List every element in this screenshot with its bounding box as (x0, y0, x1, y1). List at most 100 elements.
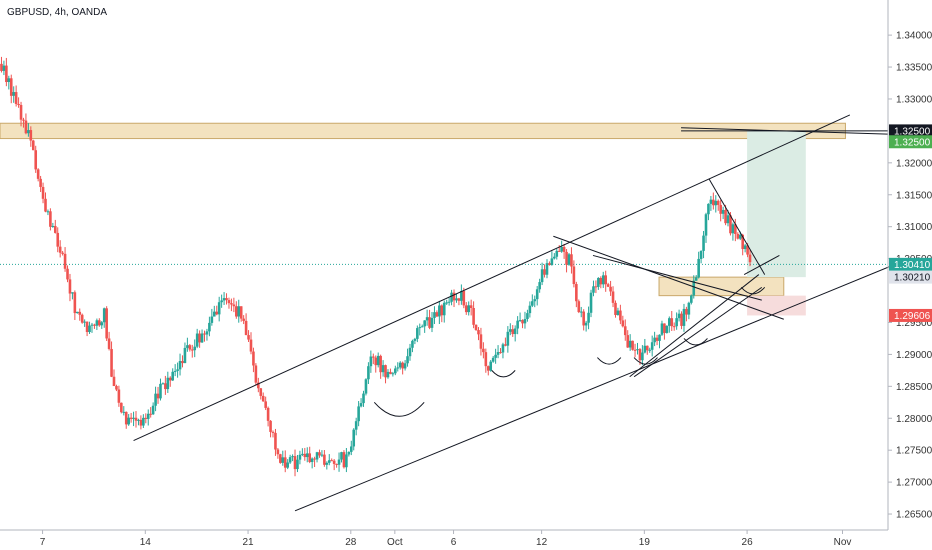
candle-body (582, 311, 585, 326)
candle-body (80, 314, 84, 323)
candle-body (342, 452, 346, 468)
resistance-ray-line[interactable] (681, 127, 889, 135)
candle-body (660, 323, 664, 335)
pattern-arc[interactable] (683, 338, 708, 346)
price-tick-label: 1.26500 (896, 510, 932, 521)
candle-body (315, 452, 319, 460)
candle-body (349, 446, 353, 452)
candle-body (523, 318, 527, 324)
candle-body (34, 150, 38, 170)
pattern-arc[interactable] (491, 370, 516, 378)
candle-body (675, 318, 678, 327)
candle-body (58, 246, 62, 253)
candle-body (413, 338, 417, 341)
candle-body (496, 352, 500, 355)
candle-body (164, 383, 167, 390)
candle-body (548, 263, 551, 266)
candle-body (398, 362, 402, 368)
candle-body (369, 356, 373, 367)
candle-body (533, 299, 537, 302)
candle-body (17, 103, 20, 105)
candle-body (2, 65, 6, 71)
pattern-arc[interactable] (740, 287, 766, 295)
candle-body (685, 308, 688, 315)
candle-body (230, 303, 233, 305)
pennant-b-line[interactable] (633, 286, 763, 378)
candle-body (313, 458, 316, 460)
candle-body (132, 417, 135, 419)
candle-body (572, 266, 576, 285)
candle-body (178, 361, 182, 370)
candle-body (575, 284, 578, 302)
candle-body (403, 363, 407, 369)
pattern-arcs-layer[interactable] (373, 287, 766, 417)
candle-body (217, 302, 221, 315)
candle-body (296, 459, 299, 470)
candle-body (83, 321, 86, 323)
candle-body (146, 413, 150, 419)
candle-body (741, 234, 744, 250)
candle-body (254, 365, 258, 383)
candle-body (592, 286, 595, 293)
candle-body (56, 232, 60, 247)
candle-body (494, 354, 497, 358)
candle-body (124, 411, 128, 425)
channel-upper-line[interactable] (133, 114, 851, 442)
candle-body (139, 419, 143, 426)
candle-body (697, 258, 700, 278)
candle-body (687, 302, 691, 315)
entry-zone[interactable] (658, 276, 785, 297)
candle-body (472, 308, 475, 325)
take-profit-zone[interactable] (747, 130, 806, 278)
pattern-arc[interactable] (633, 357, 658, 365)
price-tick-label: 1.29000 (896, 350, 932, 361)
candle-body (352, 429, 356, 447)
candle-body (638, 349, 642, 361)
candle-body (208, 322, 211, 332)
candle-body (274, 432, 277, 450)
candle-body (455, 298, 458, 301)
price-tick-label: 1.33500 (896, 63, 932, 74)
candle-body (320, 454, 324, 456)
descending-mid-line[interactable] (592, 254, 762, 301)
channel-lower-line[interactable] (294, 261, 902, 512)
candle-body (604, 275, 607, 285)
candle-body (716, 200, 720, 205)
candle-body (550, 258, 554, 266)
candle-body (215, 311, 219, 315)
candle-body (504, 344, 507, 346)
pattern-arc[interactable] (373, 401, 425, 417)
candle-body (601, 275, 605, 285)
candle-body (291, 456, 294, 458)
candle-body (440, 305, 444, 316)
flag-lower-line[interactable] (743, 254, 780, 276)
descending-left-line[interactable] (553, 235, 784, 320)
candle-body (90, 324, 94, 326)
candle-body (264, 401, 267, 408)
stop-loss-zone[interactable] (747, 295, 806, 316)
candle-body (115, 386, 118, 390)
price-badge-label: 1.29606 (894, 311, 931, 322)
time-axis[interactable]: 7 14 21 28 Oct 6 12 19 26 Nov (40, 530, 852, 548)
flag-upper-line[interactable] (708, 178, 766, 275)
time-tick-label: 12 (536, 537, 548, 548)
candle-body (738, 234, 742, 239)
candle-body (36, 169, 40, 179)
candle-body (501, 344, 505, 353)
trend-lines-layer[interactable] (133, 114, 902, 512)
candle-body (589, 292, 593, 313)
pattern-arc[interactable] (597, 357, 622, 365)
candle-body (276, 449, 280, 455)
pennant-a-line[interactable] (629, 274, 760, 378)
candle-body (682, 308, 686, 326)
candle-body (430, 317, 434, 328)
candle-body (85, 321, 89, 333)
candle-body (188, 345, 192, 350)
candles-layer (0, 56, 752, 477)
candle-body (183, 347, 187, 364)
candle-body (171, 371, 175, 381)
candle-body (127, 417, 130, 425)
candle-body (614, 302, 617, 315)
